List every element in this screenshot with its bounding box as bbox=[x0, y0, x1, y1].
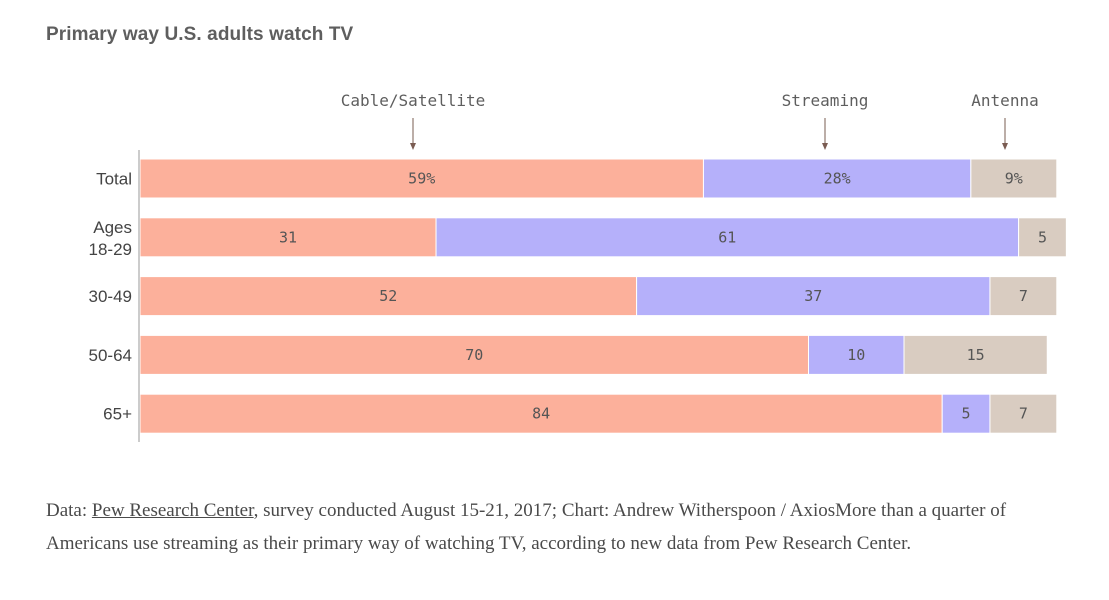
data-label: 7 bbox=[1019, 287, 1028, 305]
bar-streaming-1 bbox=[435, 217, 1020, 258]
footer-prefix: Data: bbox=[46, 500, 92, 521]
data-label: 59% bbox=[408, 170, 435, 188]
bar-antenna-0 bbox=[970, 158, 1058, 199]
legend-label-streaming: Streaming bbox=[782, 91, 869, 110]
data-label: 15 bbox=[967, 346, 985, 364]
legend-label-cable-satellite: Cable/Satellite bbox=[341, 91, 486, 110]
data-label: 37 bbox=[804, 287, 822, 305]
bar-antenna-4 bbox=[989, 393, 1058, 434]
data-label: 84 bbox=[532, 405, 550, 423]
data-label: 61 bbox=[718, 228, 736, 246]
bar-cable-satellite-0 bbox=[139, 158, 704, 199]
bar-antenna-3 bbox=[903, 334, 1048, 375]
bar-cable-satellite-3 bbox=[139, 334, 809, 375]
bar-streaming-4 bbox=[941, 393, 991, 434]
category-label: Ages bbox=[93, 218, 132, 237]
data-label: 70 bbox=[465, 346, 483, 364]
data-label: 28% bbox=[824, 170, 851, 188]
legend-label-antenna: Antenna bbox=[971, 91, 1038, 110]
stacked-bar-chart: 59% 28% 9% Total 31 61 5 Ages 18-29 52 37 7 30-49 70 1… bbox=[89, 91, 1067, 442]
category-label: 18-29 bbox=[89, 240, 132, 259]
category-label: 50-64 bbox=[89, 346, 132, 365]
bar-cable-satellite-1 bbox=[139, 217, 437, 258]
data-label: 9% bbox=[1005, 170, 1023, 188]
bar-streaming-0 bbox=[702, 158, 972, 199]
bar-antenna-2 bbox=[989, 276, 1058, 317]
data-label: 10 bbox=[847, 346, 865, 364]
data-label: 52 bbox=[379, 287, 397, 305]
footer-text: , survey conducted August 15-21, 2017; C… bbox=[46, 500, 1007, 554]
data-label: 31 bbox=[279, 228, 297, 246]
category-label: 30-49 bbox=[89, 287, 132, 306]
legend-arrow-head bbox=[822, 143, 828, 150]
bar-cable-satellite-4 bbox=[139, 393, 943, 434]
chart-footer: Data: Pew Research Center, survey conduc… bbox=[46, 494, 1066, 560]
legend-arrow-head bbox=[1002, 143, 1008, 150]
data-label: 7 bbox=[1019, 405, 1028, 423]
bar-cable-satellite-2 bbox=[139, 276, 638, 317]
category-label: 65+ bbox=[103, 405, 132, 424]
source-link[interactable]: Pew Research Center bbox=[91, 500, 254, 521]
category-label: Total bbox=[96, 170, 132, 189]
bar-antenna-1 bbox=[1018, 217, 1067, 258]
chart-title: Primary way U.S. adults watch TV bbox=[46, 24, 354, 45]
legend-arrow-head bbox=[410, 143, 416, 150]
data-label: 5 bbox=[962, 405, 971, 423]
data-label: 5 bbox=[1038, 228, 1047, 246]
